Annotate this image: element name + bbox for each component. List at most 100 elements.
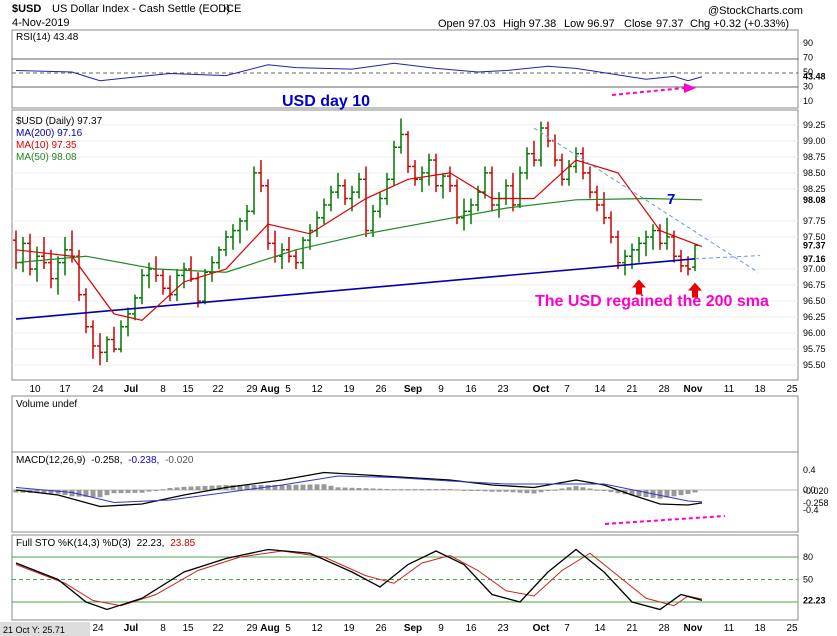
macd-histogram-bar — [643, 490, 649, 497]
macd-histogram-bar — [426, 489, 432, 491]
macd-histogram-bar — [503, 490, 509, 492]
rsi-tick-label: 10 — [803, 96, 813, 106]
macd-histogram-bar — [608, 490, 614, 493]
rsi-last-value: 43.48 — [803, 72, 826, 82]
rsi-divergence-arrowhead — [684, 83, 696, 93]
x-tick-label: 18 — [754, 623, 766, 634]
price-tick-label: 97.37 — [803, 240, 826, 250]
macd-signal-line — [15, 475, 703, 504]
quote-close: 97.37 — [656, 18, 684, 30]
macd-histogram-bar — [272, 485, 278, 490]
rsi-tick-label: 50 — [803, 67, 813, 77]
rsi-frame — [11, 29, 799, 109]
macd-histogram-bar — [237, 485, 243, 490]
downtrend-line — [533, 127, 759, 273]
quote-change: Chg +0.32 (+0.33%) — [690, 18, 789, 30]
x-tick-label: 26 — [375, 623, 387, 634]
macd-histogram-bar — [517, 490, 523, 493]
macd-legend-hist: -0.020 — [165, 455, 194, 466]
macd-histogram-bar — [377, 488, 383, 490]
price-tick-label: 98.50 — [803, 168, 826, 178]
macd-histogram-bar — [524, 490, 530, 494]
x-tick-label: 29 — [246, 384, 258, 395]
price-tick-label: 97.75 — [803, 216, 826, 226]
macd-histogram-bar — [475, 490, 481, 491]
macd-histogram-bar — [685, 490, 691, 494]
macd-histogram-bar — [146, 490, 152, 492]
macd-histogram-bar — [132, 490, 138, 493]
macd-histogram-bar — [678, 490, 684, 496]
macd-histogram-bar — [538, 490, 544, 493]
price-tick-label: 96.00 — [803, 328, 826, 338]
macd-histogram-bar — [468, 490, 474, 491]
x-tick-label: Sep — [404, 623, 422, 634]
x-tick-label: Nov — [684, 623, 703, 634]
quote-close-label: Close — [624, 18, 652, 30]
x-tick-label: 25 — [786, 384, 798, 395]
price-tick-label: 98.08 — [803, 195, 826, 205]
macd-histogram-bar — [363, 488, 369, 490]
macd-histogram-bar — [552, 489, 558, 491]
ma200-projection — [694, 255, 761, 260]
macd-histogram-bar — [104, 490, 110, 496]
price-panel: $USD (Daily) 97.37 MA(200) 97.16 MA(10) … — [11, 93, 799, 381]
macd-histogram-bar — [580, 487, 586, 490]
macd-histogram-bar — [433, 489, 439, 491]
up-arrow-marker — [632, 279, 646, 295]
x-tick-label: 19 — [343, 384, 355, 395]
x-tick-label: 25 — [786, 623, 798, 634]
macd-histogram-bar — [139, 490, 145, 493]
price-tick-label: 99.25 — [803, 120, 826, 130]
macd-tick-label: -0.258 — [803, 498, 829, 508]
x-tick-label: 8 — [160, 384, 166, 395]
x-tick-label: 23 — [497, 623, 509, 634]
x-tick-label: Oct — [533, 384, 550, 395]
rsi-line — [15, 62, 703, 82]
price-tick-label: 97.16 — [803, 254, 826, 264]
macd-histogram-bar — [454, 489, 460, 491]
x-tick-label: 28 — [658, 384, 670, 395]
x-tick-label: 16 — [465, 384, 477, 395]
macd-histogram-bar — [300, 484, 306, 490]
macd-histogram-bar — [335, 487, 341, 490]
macd-legend-value: -0.258, — [91, 455, 122, 466]
price-tick-label: 98.75 — [803, 152, 826, 162]
macd-histogram-bar — [41, 490, 47, 494]
macd-histogram-bar — [664, 490, 670, 498]
sto-k-line — [15, 548, 703, 611]
x-tick-label: 19 — [343, 623, 355, 634]
macd-histogram-bar — [370, 488, 376, 490]
macd-histogram-bar — [167, 488, 173, 490]
macd-histogram-bar — [62, 490, 68, 496]
macd-histogram-bar — [153, 490, 159, 491]
x-tick-label: 21 — [626, 623, 638, 634]
sto-legend-label: Full STO %K(14,3) %D(3) — [16, 538, 131, 549]
x-tick-label: 5 — [285, 623, 291, 634]
macd-histogram-bar — [615, 490, 621, 494]
price-frame — [11, 109, 799, 381]
price-tick-label: 96.25 — [803, 312, 826, 322]
x-tick-label: Jul — [124, 623, 139, 634]
sto-panel: Full STO %K(14,3) %D(3) 22.23, 23.85 — [11, 534, 799, 621]
sto-d-line — [15, 550, 703, 607]
macd-histogram-bar — [216, 485, 222, 490]
macd-histogram-bar — [412, 489, 418, 491]
x-tick-label: 18 — [754, 384, 766, 395]
instrument-name: US Dollar Index - Cash Settle (EOD) — [52, 3, 230, 15]
macd-histogram-bar — [349, 487, 355, 490]
x-tick-label: 26 — [375, 384, 387, 395]
price-tick-label: 98.25 — [803, 184, 826, 194]
macd-histogram-bar — [181, 486, 187, 490]
x-tick-label: 16 — [465, 623, 477, 634]
macd-histogram-bar — [601, 490, 607, 491]
macd-histogram-bar — [314, 484, 320, 490]
rsi-divergence-line — [611, 87, 685, 96]
x-tick-label: 15 — [182, 623, 194, 634]
macd-histogram-bar — [356, 488, 362, 490]
x-tick-label: Sep — [404, 384, 422, 395]
macd-histogram-bar — [251, 485, 257, 490]
macd-histogram-bar — [629, 490, 635, 496]
macd-histogram-bar — [195, 486, 201, 490]
footer-label: 21 Oct Y: 25.71 — [3, 625, 65, 635]
